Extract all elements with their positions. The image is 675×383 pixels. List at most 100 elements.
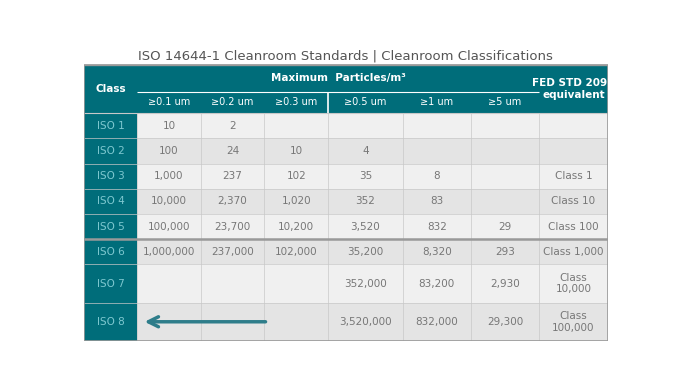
Bar: [200, 239, 265, 265]
Bar: [265, 164, 328, 189]
Text: 102: 102: [286, 171, 306, 181]
Bar: [539, 265, 608, 303]
Text: 23,700: 23,700: [215, 222, 250, 232]
Bar: [200, 113, 265, 138]
Bar: [137, 164, 200, 189]
Bar: [137, 239, 200, 265]
Bar: [200, 265, 265, 303]
Text: 2,370: 2,370: [218, 196, 248, 206]
Bar: [84, 265, 137, 303]
Bar: [402, 92, 471, 113]
Text: ISO 4: ISO 4: [97, 196, 125, 206]
Text: Class 100: Class 100: [548, 222, 599, 232]
Bar: [265, 239, 328, 265]
Text: ISO 1: ISO 1: [97, 121, 125, 131]
Bar: [471, 239, 539, 265]
Bar: [84, 303, 137, 341]
Text: 83: 83: [430, 196, 443, 206]
Text: ≥0.3 um: ≥0.3 um: [275, 98, 317, 108]
Text: 10: 10: [290, 146, 303, 156]
Text: Class 1: Class 1: [555, 171, 592, 181]
Bar: [539, 239, 608, 265]
Bar: [137, 189, 200, 214]
Bar: [471, 189, 539, 214]
Text: 8: 8: [433, 171, 440, 181]
Bar: [137, 138, 200, 164]
Text: 237,000: 237,000: [211, 247, 254, 257]
Bar: [471, 265, 539, 303]
Text: ≥0.1 um: ≥0.1 um: [148, 98, 190, 108]
Bar: [265, 92, 328, 113]
Bar: [328, 303, 402, 341]
Bar: [402, 239, 471, 265]
Bar: [539, 214, 608, 239]
Text: 100: 100: [159, 146, 179, 156]
Text: 832,000: 832,000: [415, 317, 458, 327]
Text: ≥1 um: ≥1 um: [420, 98, 454, 108]
Bar: [200, 189, 265, 214]
Bar: [84, 138, 137, 164]
Text: ≥5 um: ≥5 um: [489, 98, 522, 108]
Text: 3,520: 3,520: [350, 222, 380, 232]
Text: 29: 29: [498, 222, 512, 232]
Bar: [200, 214, 265, 239]
Text: 2: 2: [230, 121, 236, 131]
Text: ISO 2: ISO 2: [97, 146, 125, 156]
Bar: [328, 164, 402, 189]
Bar: [200, 92, 265, 113]
Bar: [328, 189, 402, 214]
Text: 293: 293: [495, 247, 515, 257]
Text: 352: 352: [356, 196, 375, 206]
Bar: [402, 189, 471, 214]
Text: 352,000: 352,000: [344, 278, 387, 288]
Text: Class 10: Class 10: [551, 196, 595, 206]
Text: 35: 35: [358, 171, 372, 181]
Text: ≥0.5 um: ≥0.5 um: [344, 98, 387, 108]
Text: 24: 24: [226, 146, 239, 156]
Bar: [84, 189, 137, 214]
Text: ISO 6: ISO 6: [97, 247, 125, 257]
Bar: [328, 138, 402, 164]
Bar: [328, 239, 402, 265]
Bar: [265, 189, 328, 214]
Text: Class
10,000: Class 10,000: [556, 273, 591, 295]
Bar: [402, 303, 471, 341]
Bar: [137, 303, 200, 341]
Text: ISO 5: ISO 5: [97, 222, 125, 232]
Bar: [402, 164, 471, 189]
Bar: [328, 92, 402, 113]
Bar: [137, 265, 200, 303]
Bar: [265, 138, 328, 164]
Bar: [471, 138, 539, 164]
Text: Class 1,000: Class 1,000: [543, 247, 603, 257]
Text: ISO 7: ISO 7: [97, 278, 125, 288]
Bar: [471, 164, 539, 189]
Bar: [539, 65, 608, 113]
Text: 10: 10: [163, 121, 176, 131]
Bar: [402, 138, 471, 164]
Bar: [402, 214, 471, 239]
Bar: [539, 189, 608, 214]
Text: 2,930: 2,930: [490, 278, 520, 288]
Bar: [402, 265, 471, 303]
Bar: [471, 303, 539, 341]
Bar: [402, 113, 471, 138]
Bar: [539, 113, 608, 138]
Text: 102,000: 102,000: [275, 247, 317, 257]
Text: Maximum  Particles/m³: Maximum Particles/m³: [271, 74, 406, 83]
Text: 35,200: 35,200: [347, 247, 383, 257]
Text: 832: 832: [427, 222, 447, 232]
Text: Class
100,000: Class 100,000: [552, 311, 595, 332]
Text: 1,000: 1,000: [154, 171, 184, 181]
Bar: [265, 265, 328, 303]
Bar: [84, 164, 137, 189]
Text: ISO 3: ISO 3: [97, 171, 125, 181]
Bar: [471, 214, 539, 239]
Bar: [471, 92, 539, 113]
Text: ISO 14644-1 Cleanroom Standards | Cleanroom Classifications: ISO 14644-1 Cleanroom Standards | Cleanr…: [138, 49, 554, 62]
Text: 4: 4: [362, 146, 369, 156]
Text: 100,000: 100,000: [148, 222, 190, 232]
Bar: [539, 164, 608, 189]
Bar: [200, 138, 265, 164]
Bar: [84, 214, 137, 239]
